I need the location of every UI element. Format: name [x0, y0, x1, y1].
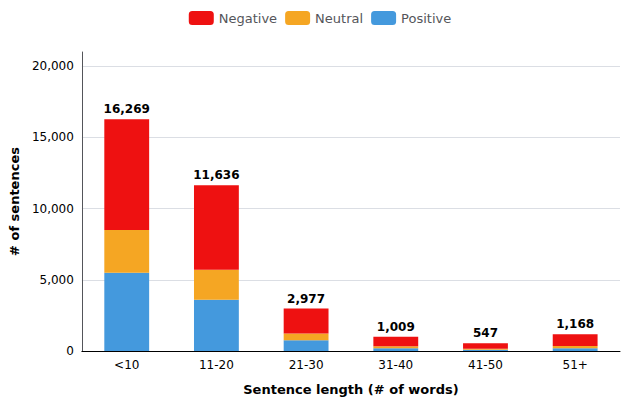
svg-text:11-20: 11-20	[199, 358, 234, 372]
svg-text:41-50: 41-50	[468, 358, 503, 372]
svg-text:1,168: 1,168	[556, 317, 594, 331]
svg-text:11,636: 11,636	[193, 168, 239, 182]
svg-text:Neutral: Neutral	[315, 11, 363, 26]
svg-text:547: 547	[473, 326, 498, 340]
svg-text:20,000: 20,000	[32, 59, 74, 73]
svg-text:Positive: Positive	[401, 11, 451, 26]
svg-text:10,000: 10,000	[32, 202, 74, 216]
svg-text:21-30: 21-30	[289, 358, 324, 372]
svg-text:51+: 51+	[562, 358, 587, 372]
svg-text:<10: <10	[114, 358, 139, 372]
svg-text:15,000: 15,000	[32, 130, 74, 144]
svg-text:0: 0	[66, 344, 74, 358]
svg-text:# of sentences: # of sentences	[7, 147, 22, 256]
svg-text:2,977: 2,977	[287, 292, 325, 306]
svg-text:5,000: 5,000	[40, 273, 74, 287]
svg-text:Sentence length (# of words): Sentence length (# of words)	[243, 382, 458, 397]
svg-text:1,009: 1,009	[377, 320, 415, 334]
svg-text:Negative: Negative	[219, 11, 277, 26]
svg-text:31-40: 31-40	[378, 358, 413, 372]
svg-text:16,269: 16,269	[104, 102, 150, 116]
